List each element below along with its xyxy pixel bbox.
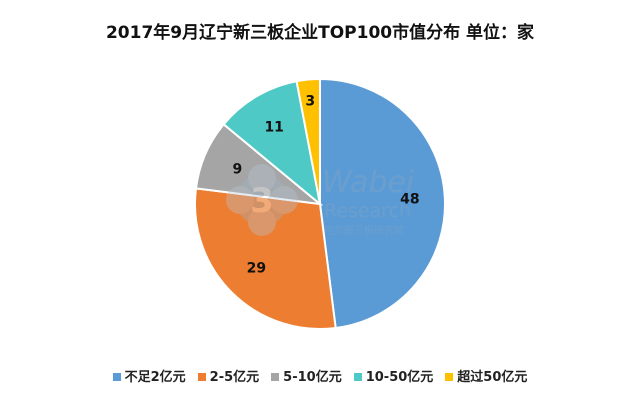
chart-title: 2017年9月辽宁新三板企业TOP100市值分布 单位：家 xyxy=(105,23,535,43)
slice-value-label-4: 3 xyxy=(305,94,315,110)
legend-swatch-4 xyxy=(445,372,454,381)
svg-text:3: 3 xyxy=(250,181,274,221)
pie-slice-0 xyxy=(319,77,446,330)
legend-item-0: 不足2亿元 xyxy=(112,366,186,385)
legend-swatch-3 xyxy=(353,372,362,381)
legend-label-0: 不足2亿元 xyxy=(124,370,186,385)
slice-value-label-0: 48 xyxy=(400,191,419,207)
legend-swatch-1 xyxy=(197,372,206,381)
pie-slices xyxy=(194,77,446,330)
watermark-brand: Wabei xyxy=(322,165,415,200)
legend-item-2: 5-10亿元 xyxy=(271,366,342,385)
watermark-subtitle: 挖贝新三板研究院 xyxy=(324,224,404,237)
legend-swatch-2 xyxy=(271,372,280,381)
legend-label-4: 超过50亿元 xyxy=(457,370,528,385)
legend-item-1: 2-5亿元 xyxy=(197,366,260,385)
slice-value-label-3: 11 xyxy=(264,120,283,136)
pie-slice-1 xyxy=(194,187,337,330)
watermark-logo: 3 Wabei Research 挖贝新三板研究院 xyxy=(226,164,415,237)
slice-value-label-1: 29 xyxy=(247,261,266,277)
slice-labels: 48 29 9 11 3 xyxy=(233,94,420,277)
slice-value-label-2: 9 xyxy=(233,161,243,177)
legend-label-1: 2-5亿元 xyxy=(209,370,260,385)
legend-label-3: 10-50亿元 xyxy=(365,370,434,385)
legend-label-2: 5-10亿元 xyxy=(283,370,342,385)
pie-slice-3 xyxy=(222,80,322,207)
legend-item-4: 超过50亿元 xyxy=(445,366,527,385)
legend-item-3: 10-50亿元 xyxy=(353,366,434,385)
pie-slice-4 xyxy=(295,77,321,205)
watermark-brand2: Research xyxy=(324,200,411,222)
legend-swatch-0 xyxy=(112,372,121,381)
legend: 不足2亿元 2-5亿元 5-10亿元 10-50亿元 超过50亿元 xyxy=(0,366,640,385)
watermark-emblem-icon: 3 xyxy=(226,164,298,236)
